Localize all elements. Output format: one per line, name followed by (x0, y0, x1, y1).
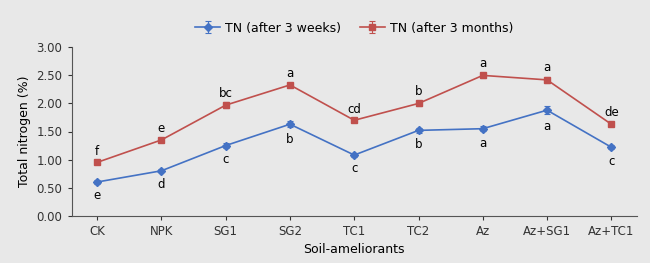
Text: b: b (415, 138, 422, 151)
Text: a: a (543, 120, 551, 133)
X-axis label: Soil-ameliorants: Soil-ameliorants (304, 243, 405, 256)
Text: c: c (351, 162, 358, 175)
Legend: TN (after 3 weeks), TN (after 3 months): TN (after 3 weeks), TN (after 3 months) (190, 17, 518, 39)
Text: cd: cd (347, 103, 361, 116)
Text: a: a (479, 136, 486, 150)
Text: e: e (158, 122, 165, 135)
Text: c: c (222, 153, 229, 166)
Text: c: c (608, 155, 614, 168)
Text: b: b (415, 85, 422, 98)
Text: a: a (543, 61, 551, 74)
Text: de: de (604, 106, 619, 119)
Text: a: a (479, 57, 486, 70)
Text: a: a (287, 67, 294, 80)
Text: f: f (95, 145, 99, 158)
Y-axis label: Total nitrogen (%): Total nitrogen (%) (18, 76, 31, 187)
Text: bc: bc (219, 87, 233, 99)
Text: b: b (286, 133, 294, 146)
Text: e: e (94, 189, 101, 202)
Text: d: d (158, 178, 165, 191)
